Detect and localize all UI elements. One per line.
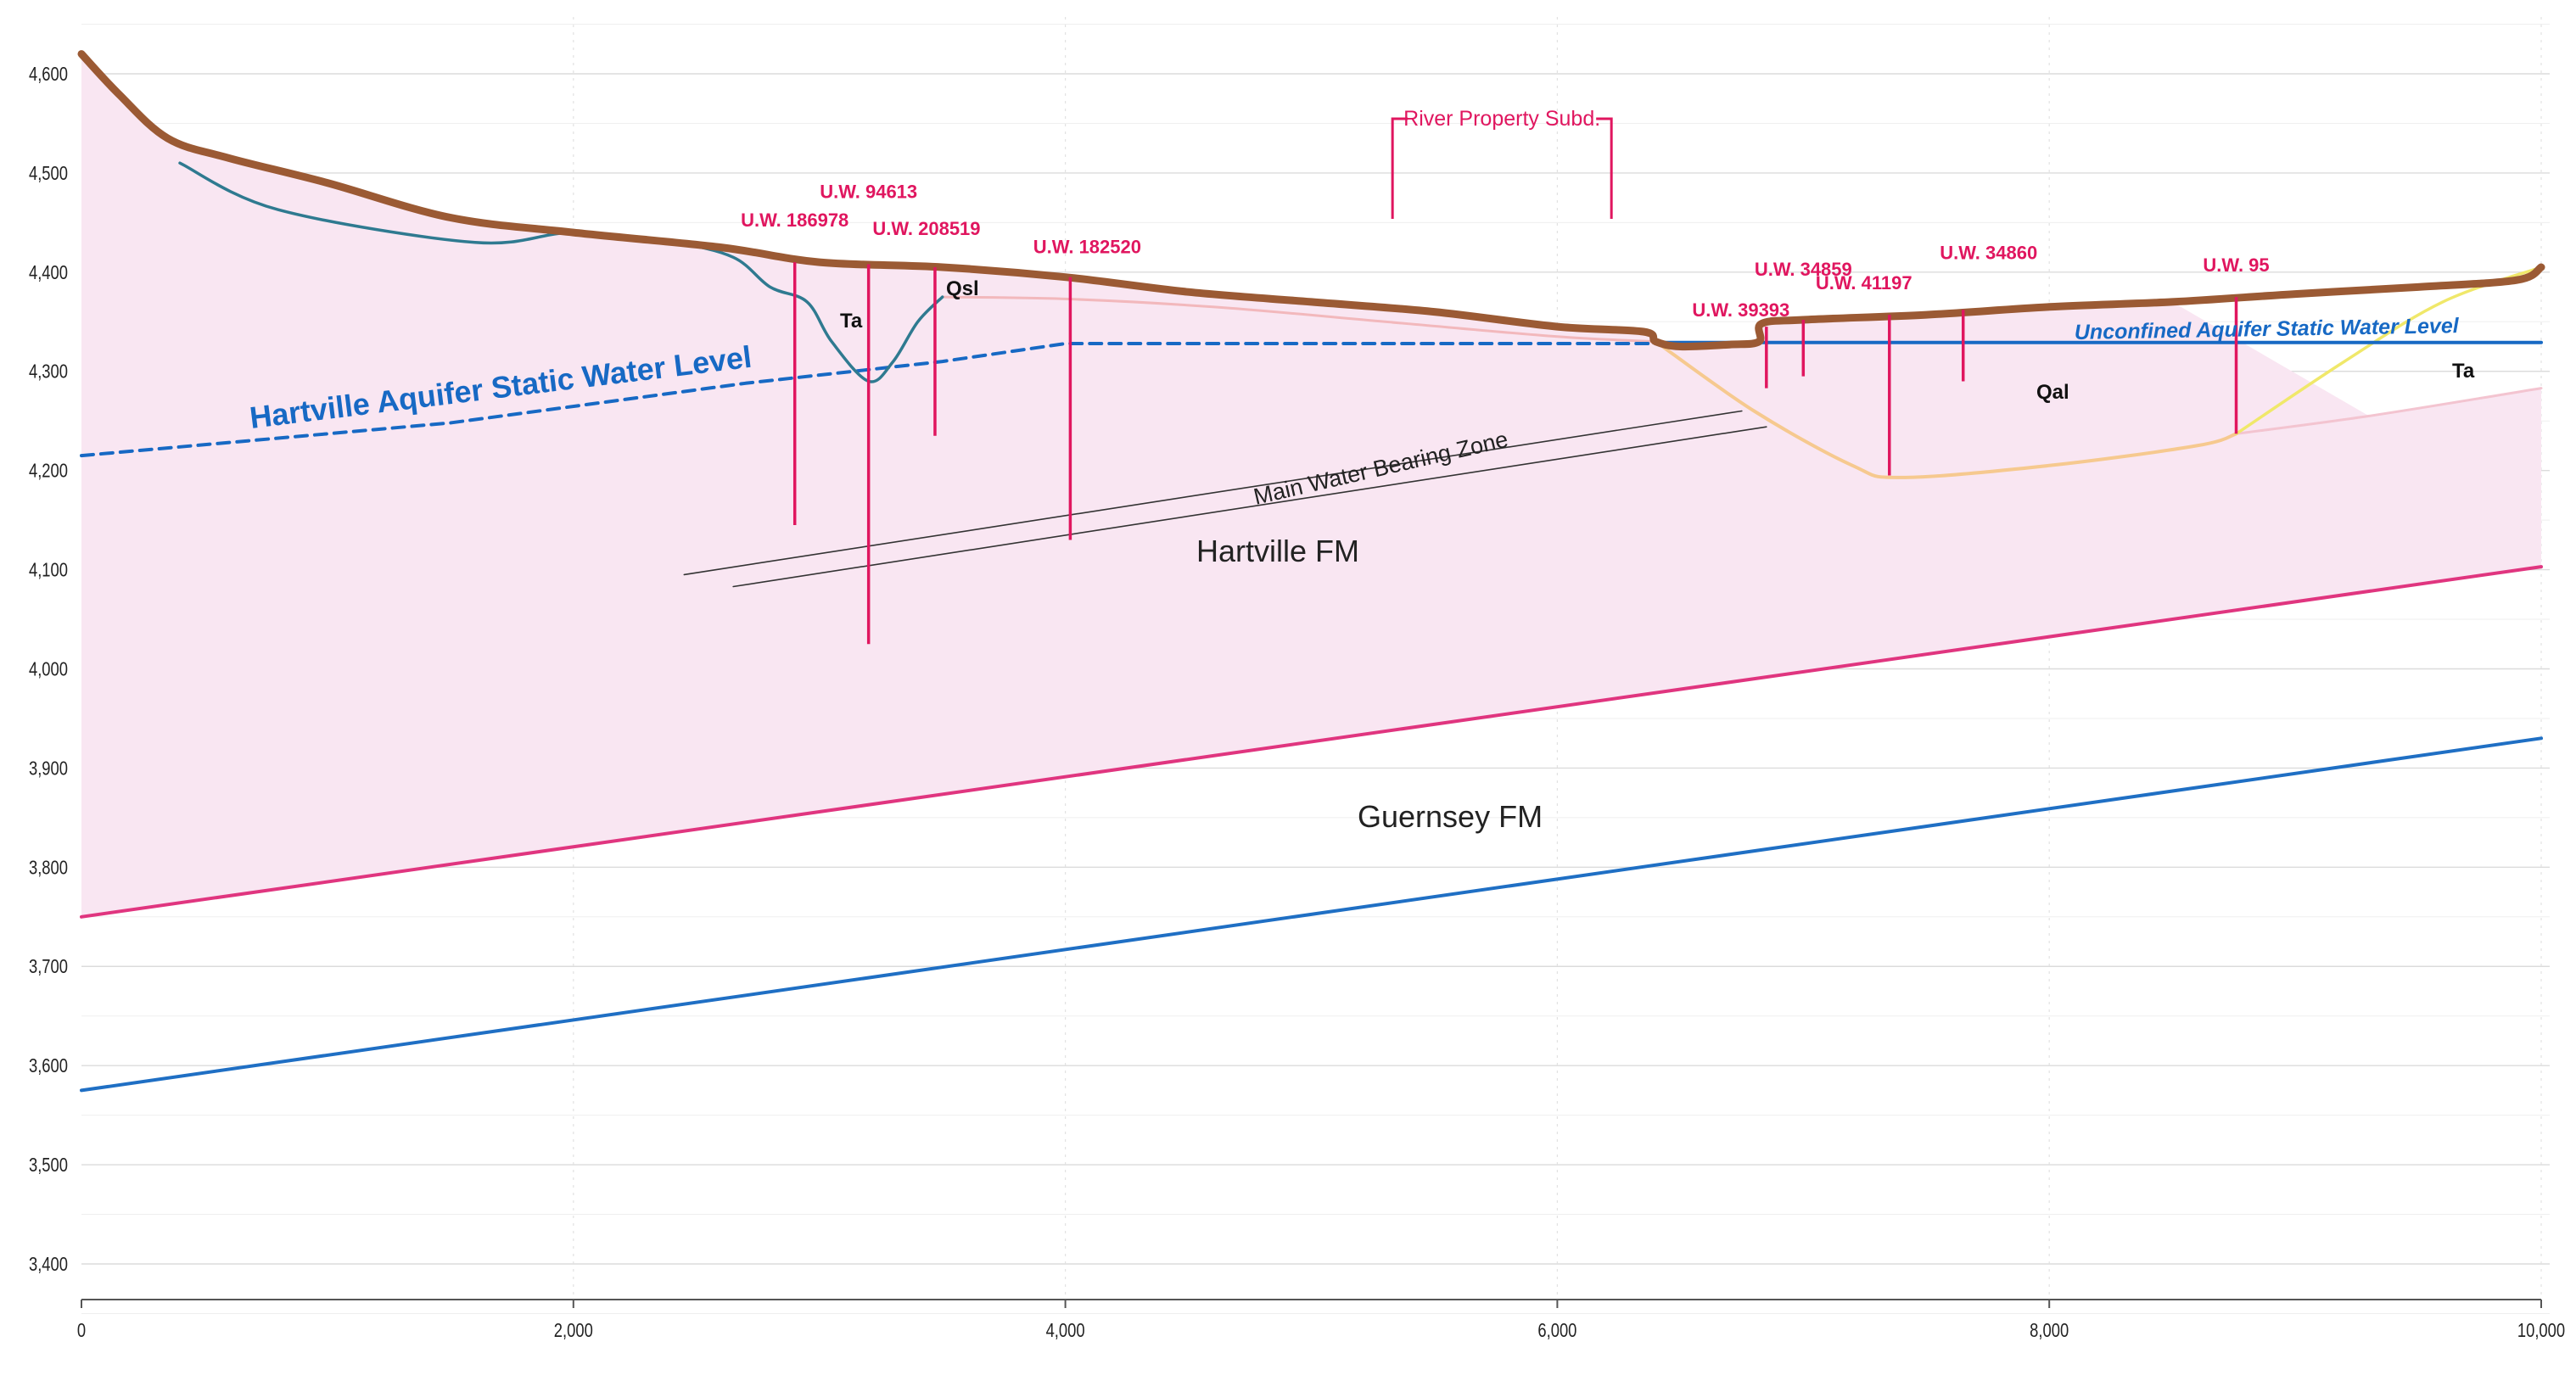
guernsey-base-line — [80, 736, 2543, 1093]
ta-left-label: Ta — [840, 310, 863, 333]
well-label: U.W. 94613 — [820, 181, 917, 202]
y-tick-label: 3,400 — [29, 1254, 68, 1275]
y-tick-label: 4,000 — [29, 659, 68, 680]
x-tick-label: 4,000 — [1046, 1320, 1085, 1341]
main-zone-lower-line — [732, 426, 1767, 588]
guernsey-fm-label: Guernsey FM — [1358, 799, 1543, 834]
hartville-fm-label: Hartville FM — [1196, 534, 1359, 568]
river-property-subd-label: River Property Subd. — [1403, 107, 1600, 131]
x-tick-label: 2,000 — [554, 1320, 593, 1341]
hartville-base-line — [80, 565, 2543, 919]
x-tick-label: 10,000 — [2517, 1320, 2565, 1341]
y-tick-label: 4,600 — [29, 64, 68, 85]
qsl-label: Qsl — [946, 277, 979, 300]
y-tick-label: 3,700 — [29, 956, 68, 977]
y-tick-label: 4,300 — [29, 361, 68, 383]
x-tick-label: 8,000 — [2030, 1320, 2069, 1341]
well-label: U.W. 39393 — [1692, 299, 1789, 321]
x-tick-label: 0 — [77, 1320, 86, 1341]
well-label: U.W. 34859 — [1755, 259, 1852, 280]
well-label: U.W. 182520 — [1033, 237, 1141, 258]
ground-surface-line — [77, 50, 2545, 351]
teal-profile-line — [178, 161, 944, 383]
river-subd-bracket-left — [1391, 117, 1408, 219]
main-zone-upper-line — [683, 410, 1743, 576]
well-label: U.W. 34860 — [1940, 242, 2037, 263]
qal-label: Qal — [2036, 381, 2069, 404]
y-tick-label: 4,100 — [29, 560, 68, 581]
ta-right-label: Ta — [2452, 360, 2475, 383]
qsl-bottom-line — [941, 295, 1657, 344]
x-tick-label: 6,000 — [1537, 1320, 1576, 1341]
y-tick-label: 4,200 — [29, 461, 68, 482]
axes: 0 2,000 4,000 6,000 8,000 10,000 3,400 3,500 3,6… — [29, 64, 2565, 1341]
y-tick-label: 3,800 — [29, 857, 68, 878]
hartville-water-level-line — [80, 342, 1658, 458]
well-label: U.W. 186978 — [741, 210, 848, 231]
y-tick-label: 3,500 — [29, 1155, 68, 1176]
well-label: U.W. 208519 — [872, 218, 980, 239]
well-label: U.W. 95 — [2203, 254, 2269, 276]
qal-bottom-line — [1654, 339, 2238, 479]
y-tick-label: 3,600 — [29, 1055, 68, 1076]
y-tick-label: 3,900 — [29, 758, 68, 780]
hartville-fm-fill — [81, 53, 2541, 917]
well-label: U.W. 41197 — [1816, 272, 1912, 294]
wells-group: U.W. 186978 U.W. 94613 U.W. 208519 U.W. 182… — [741, 181, 2270, 645]
river-subd-bracket-right — [1596, 117, 1613, 219]
hartville-top-right-line — [2235, 387, 2543, 435]
y-tick-label: 4,500 — [29, 163, 68, 184]
y-tick-label: 4,400 — [29, 262, 68, 283]
